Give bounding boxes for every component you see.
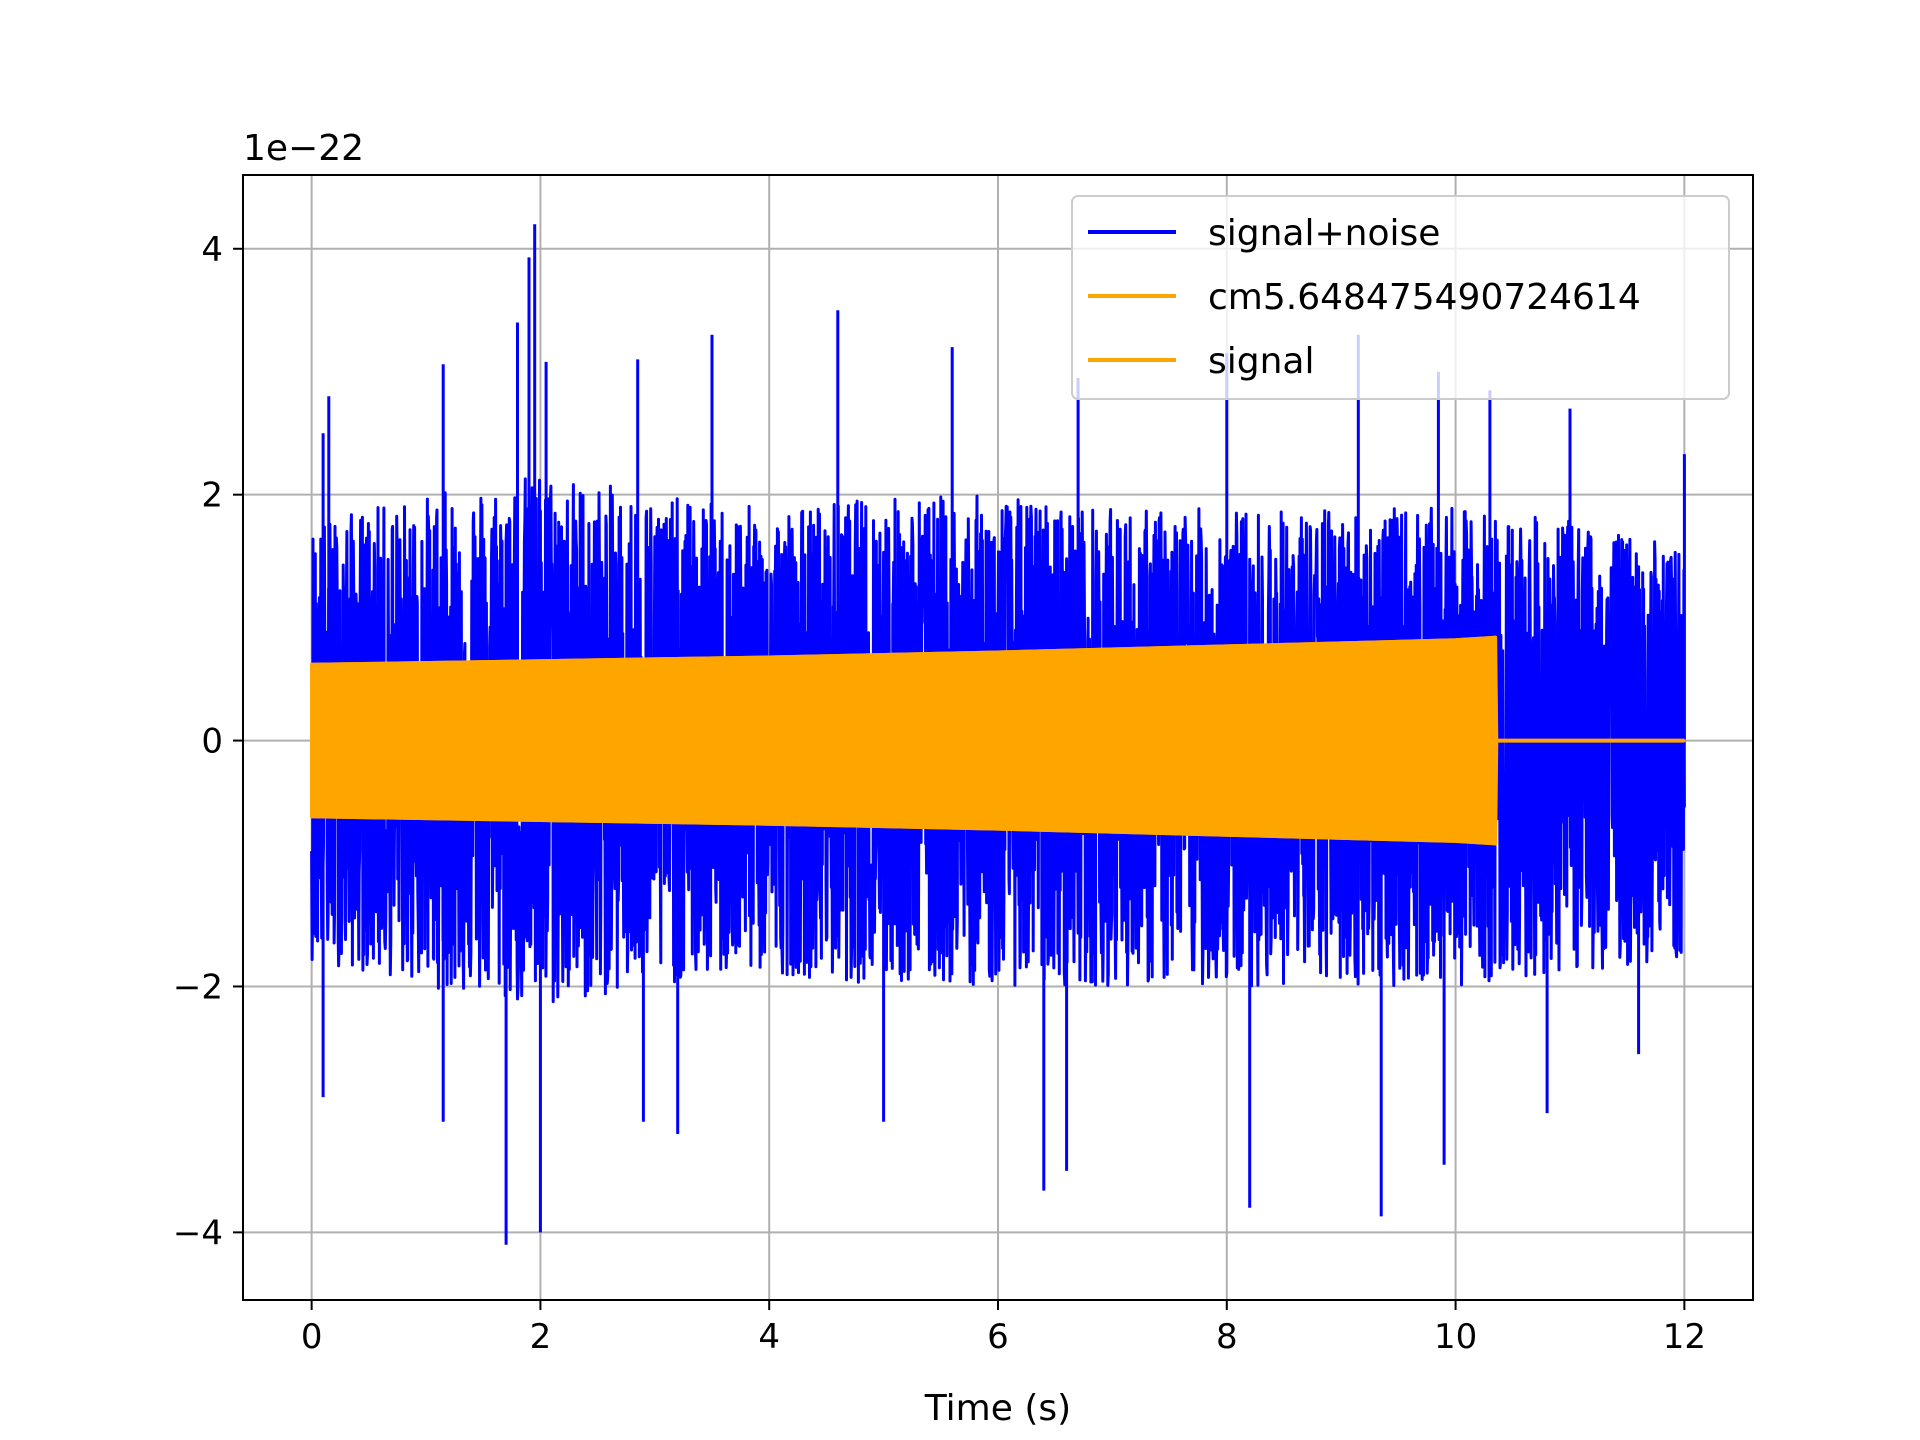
x-tick-label: 2 [530, 1317, 552, 1357]
legend-label: signal [1208, 341, 1315, 382]
series-signal-noise [310, 224, 1686, 1245]
series-signal-noise-line [310, 224, 1686, 1245]
series-layer [310, 224, 1686, 1245]
x-tick-label: 6 [987, 1317, 1009, 1357]
x-axis: 0 2 4 6 8 10 12 [301, 1300, 1706, 1357]
y-tick-label: −2 [173, 967, 223, 1007]
legend: signal+noise cm5.648475490724614 signal [1071, 195, 1730, 400]
y-tick-label: 4 [201, 230, 223, 270]
x-tick-label: 12 [1663, 1317, 1706, 1357]
series-band [310, 635, 1686, 846]
y-tick-label: 0 [201, 722, 223, 762]
series-signal [310, 635, 1686, 846]
x-tick-label: 4 [758, 1317, 780, 1357]
legend-label: cm5.648475490724614 [1208, 277, 1641, 318]
legend-label: signal+noise [1208, 213, 1440, 254]
y-tick-label: 2 [201, 476, 223, 516]
x-tick-label: 8 [1216, 1317, 1238, 1357]
y-tick-label: −4 [173, 1213, 223, 1253]
y-axis: −4 −2 0 2 4 [173, 230, 243, 1253]
y-offset-label: 1e−22 [243, 128, 364, 169]
x-axis-label: Time (s) [924, 1388, 1071, 1429]
x-tick-label: 0 [301, 1317, 323, 1357]
x-tick-label: 10 [1434, 1317, 1477, 1357]
legend-box [1071, 195, 1730, 400]
